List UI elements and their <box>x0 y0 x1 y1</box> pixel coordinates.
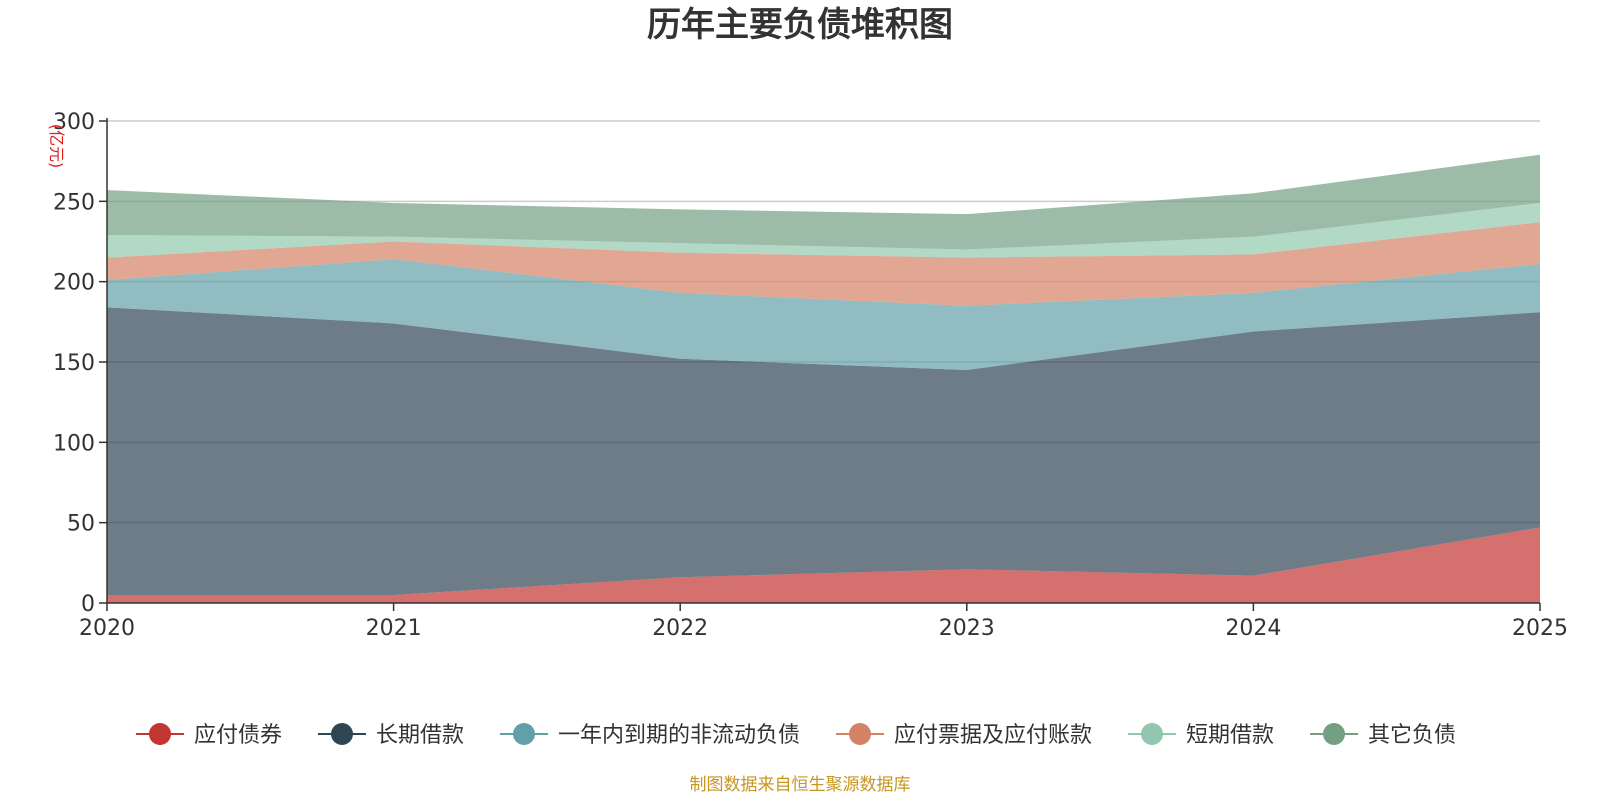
chart-title: 历年主要负债堆积图 <box>647 5 953 45</box>
y-tick-label: 150 <box>53 351 95 376</box>
legend-marker <box>1141 723 1163 745</box>
legend-marker <box>149 723 171 745</box>
legend-label: 其它负债 <box>1368 723 1456 748</box>
y-tick-label: 50 <box>67 512 95 537</box>
legend-label: 应付债券 <box>194 723 282 748</box>
source-note: 制图数据来自恒生聚源数据库 <box>690 775 911 795</box>
x-tick-label: 2024 <box>1225 616 1281 641</box>
legend-marker <box>513 723 535 745</box>
legend: 应付债券 长期借款 一年内到期的非流动负债 应付票据及应付账款 短期借款 其它负债 <box>136 723 1456 748</box>
area-应付票据及应付账款 <box>107 222 1540 306</box>
legend-marker <box>331 723 353 745</box>
legend-item: 应付票据及应付账款 <box>836 723 1092 748</box>
legend-label: 短期借款 <box>1186 723 1274 748</box>
y-tick-label: 300 <box>53 110 95 135</box>
area-一年内到期的非流动负债 <box>107 259 1540 371</box>
area-其它负债 <box>107 154 1540 250</box>
legend-item: 一年内到期的非流动负债 <box>500 723 800 748</box>
x-tick-label: 2025 <box>1512 616 1568 641</box>
x-tick-label: 2022 <box>652 616 708 641</box>
legend-item: 应付债券 <box>136 723 282 748</box>
legend-item: 短期借款 <box>1128 723 1274 748</box>
y-tick-label: 200 <box>53 271 95 296</box>
legend-item: 其它负债 <box>1310 723 1456 748</box>
area-series <box>107 154 1540 603</box>
area-应付债券 <box>107 527 1540 603</box>
legend-marker <box>1323 723 1345 745</box>
y-tick-label: 0 <box>81 592 95 617</box>
legend-label: 一年内到期的非流动负债 <box>558 723 800 748</box>
y-axis-unit: (亿元) <box>47 124 66 169</box>
axes: 0 50 100 150 200 250 300 2020 2021 2022 2023 2024 20… <box>53 110 1568 641</box>
y-tick-label: 250 <box>53 190 95 215</box>
y-tick-label: 100 <box>53 431 95 456</box>
legend-item: 长期借款 <box>318 723 464 748</box>
area-长期借款 <box>107 307 1540 595</box>
legend-label: 长期借款 <box>376 723 464 748</box>
area-短期借款 <box>107 202 1540 258</box>
x-tick-label: 2021 <box>366 616 422 641</box>
x-tick-label: 2023 <box>939 616 995 641</box>
legend-marker <box>849 723 871 745</box>
legend-label: 应付票据及应付账款 <box>894 723 1092 748</box>
x-tick-label: 2020 <box>79 616 135 641</box>
